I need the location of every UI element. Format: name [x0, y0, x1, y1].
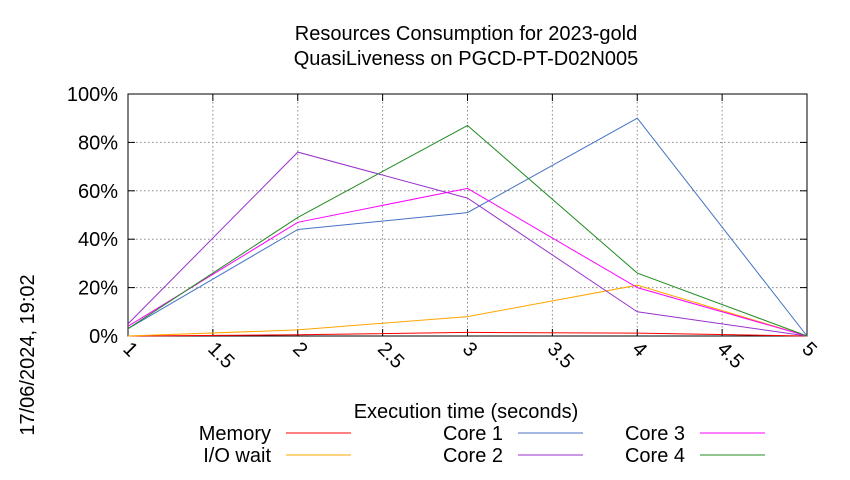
grid-lines — [128, 94, 807, 336]
legend-label-core-2: Core 2 — [443, 445, 503, 467]
x-tick-label: 4 — [628, 338, 651, 361]
x-tick-label: 1 — [118, 338, 141, 361]
x-tick-label: 2 — [288, 338, 311, 361]
series-line-core-2 — [127, 151, 808, 337]
series-line-core-3 — [127, 187, 808, 337]
x-axis-label: Execution time (seconds) — [354, 401, 579, 423]
y-tick-label: 100% — [67, 84, 118, 106]
legend-label-memory: Memory — [199, 423, 271, 445]
timestamp-label: 17/06/2024, 19:02 — [17, 274, 39, 435]
legend-label-core-4: Core 4 — [625, 445, 685, 467]
x-tick-label: 3.5 — [543, 338, 578, 373]
series-line-memory — [127, 331, 808, 337]
series-line-i-o-wait — [127, 284, 808, 337]
x-tick-label: 3 — [458, 338, 481, 361]
chart-title-line-1: Resources Consumption for 2023-gold — [295, 23, 637, 45]
series-lines — [127, 117, 808, 337]
plot-border — [127, 93, 808, 337]
chart-title-line-2: QuasiLiveness on PGCD-PT-D02N005 — [294, 48, 639, 70]
y-tick-label: 80% — [78, 132, 118, 154]
x-tick-label: 5 — [797, 338, 820, 361]
legend-label-core-3: Core 3 — [625, 423, 685, 445]
y-tick-label: 40% — [78, 229, 118, 251]
y-tick-label: 60% — [78, 181, 118, 203]
y-tick-label: 20% — [78, 278, 118, 300]
tick-labels: 0% 20% 40% 60% 80% 100% 1 1.5 2 2.5 3 3.5 4 4.5 5 — [67, 84, 821, 373]
legend-label-i-o-wait: I/O wait — [203, 445, 271, 467]
x-tick-label: 2.5 — [373, 338, 408, 373]
y-tick-label: 0% — [89, 326, 118, 348]
series-line-core-4 — [127, 124, 808, 337]
x-tick-label: 1.5 — [203, 338, 238, 373]
series-line-core-1 — [127, 117, 808, 337]
legend-label-core-1: Core 1 — [443, 423, 503, 445]
x-tick-label: 4.5 — [713, 338, 748, 373]
